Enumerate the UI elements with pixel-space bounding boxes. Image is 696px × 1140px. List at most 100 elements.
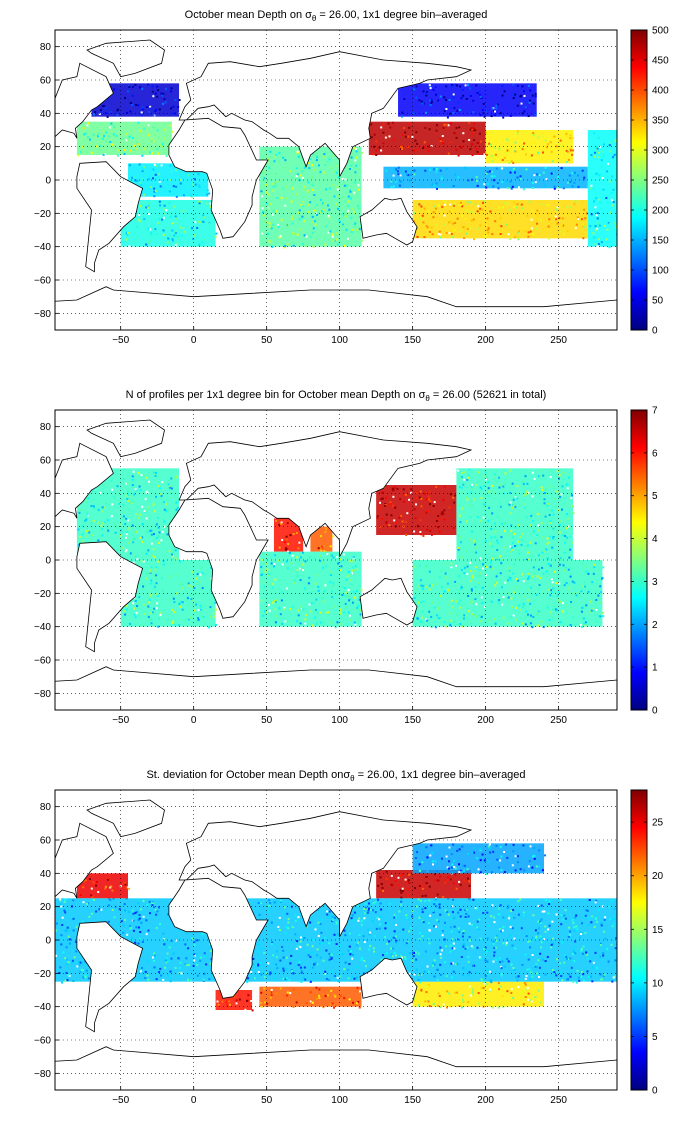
- data-cell: [446, 116, 449, 119]
- data-cell: [416, 617, 419, 619]
- data-cell: [526, 968, 529, 971]
- data-cell: [468, 201, 471, 204]
- data-cell: [152, 126, 155, 129]
- data-cell: [298, 541, 301, 544]
- data-cell: [285, 560, 288, 563]
- data-cell: [153, 555, 156, 558]
- data-cell: [471, 852, 474, 854]
- data-cell: [395, 924, 398, 926]
- data-cell: [338, 218, 340, 221]
- data-cell: [540, 941, 543, 944]
- data-cell: [502, 596, 505, 598]
- data-cell: [537, 998, 540, 1001]
- data-cell: [129, 552, 132, 555]
- colorbar-tick-label: 150: [652, 236, 669, 247]
- data-cell: [427, 922, 430, 924]
- data-cell: [513, 497, 516, 500]
- data-cell: [265, 562, 268, 565]
- data-cell: [492, 146, 495, 149]
- data-cell: [417, 601, 420, 604]
- data-cell: [528, 588, 531, 591]
- data-cell: [93, 113, 95, 116]
- data-cell: [125, 517, 128, 520]
- data-cell: [432, 211, 435, 214]
- data-cell: [173, 623, 176, 626]
- data-cell: [445, 879, 448, 882]
- data-cell: [304, 614, 307, 617]
- data-cell: [373, 950, 375, 953]
- data-cell: [549, 594, 552, 597]
- data-cell: [411, 915, 414, 918]
- data-cell: [480, 519, 483, 522]
- data-cell: [529, 622, 532, 625]
- data-cell: [202, 978, 205, 981]
- data-cell: [272, 601, 274, 604]
- data-cell: [142, 202, 145, 205]
- data-cell: [193, 609, 196, 612]
- data-cell: [106, 877, 109, 880]
- data-cell: [283, 906, 286, 909]
- data-cell: [511, 864, 514, 867]
- data-cell: [606, 948, 608, 951]
- gridlines: [55, 30, 617, 330]
- data-cell: [415, 96, 418, 99]
- data-cell: [482, 485, 485, 487]
- data-cell: [299, 174, 302, 177]
- data-cell: [491, 175, 494, 178]
- data-cell: [393, 519, 396, 522]
- data-cell: [175, 475, 178, 478]
- data-cell: [552, 937, 554, 940]
- data-cell: [512, 541, 514, 544]
- data-cell: [451, 83, 454, 86]
- data-cell: [406, 940, 409, 943]
- data-cell: [84, 975, 86, 978]
- data-cell: [124, 919, 127, 921]
- data-cell: [508, 162, 511, 164]
- data-cell: [125, 231, 128, 234]
- data-cell: [524, 230, 527, 233]
- data-cell: [478, 132, 481, 135]
- data-cell: [573, 960, 576, 962]
- data-cell: [483, 505, 486, 508]
- data-cell: [315, 159, 318, 162]
- data-cell: [600, 159, 603, 162]
- data-cell: [551, 920, 554, 923]
- data-cell: [442, 895, 445, 898]
- data-cell: [443, 203, 446, 206]
- data-cell: [384, 927, 387, 930]
- data-cell: [422, 221, 425, 224]
- data-cell: [358, 947, 361, 950]
- data-cell: [511, 927, 514, 930]
- data-cell: [344, 591, 347, 594]
- data-cell: [494, 622, 497, 625]
- data-cell: [439, 973, 442, 976]
- data-cell: [613, 222, 616, 225]
- data-cell: [501, 84, 504, 87]
- data-cell: [404, 964, 407, 967]
- data-cell: [296, 151, 298, 154]
- data-cell: [316, 156, 319, 159]
- data-cell: [417, 978, 420, 981]
- data-cell: [313, 194, 316, 196]
- data-cell: [529, 230, 532, 233]
- data-cell: [195, 603, 198, 606]
- data-cell: [269, 150, 272, 153]
- data-cell: [500, 930, 502, 933]
- data-cell: [258, 913, 261, 916]
- data-cell: [146, 974, 149, 977]
- data-cell: [341, 178, 344, 180]
- data-cell: [182, 209, 185, 212]
- data-cell: [409, 510, 412, 513]
- data-cell: [356, 228, 359, 231]
- data-cell: [539, 577, 542, 580]
- data-cell: [197, 173, 200, 176]
- data-cell: [487, 182, 490, 185]
- data-cell: [549, 476, 552, 479]
- data-cell: [461, 88, 464, 91]
- data-cell: [280, 899, 283, 902]
- data-cell: [98, 908, 101, 911]
- data-cell: [190, 598, 193, 601]
- data-cell: [268, 904, 271, 907]
- data-cell: [356, 965, 358, 968]
- data-cell: [468, 610, 470, 613]
